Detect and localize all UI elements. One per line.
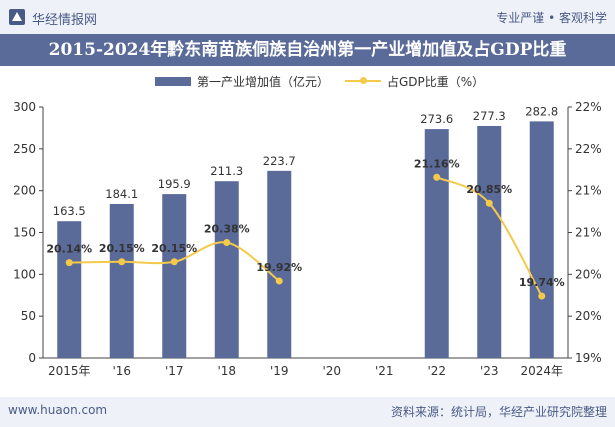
line-point: [118, 258, 126, 266]
line-value-label: 20.15%: [99, 242, 145, 255]
line-point: [538, 292, 546, 300]
bar-value-label: 211.3: [210, 164, 243, 178]
bar: [109, 203, 134, 358]
legend-bar-swatch: [155, 76, 191, 86]
bar: [162, 194, 187, 358]
line-value-label: 20.38%: [204, 223, 250, 236]
x-tick-label: '21: [375, 364, 394, 378]
line-point: [223, 239, 231, 247]
source-text: 资料来源：统计局，华经产业研究院整理: [390, 405, 607, 419]
y-right-tick-label: 20%: [575, 309, 602, 323]
line-value-label: 20.14%: [46, 243, 92, 256]
y-right-tick-label: 19%: [575, 351, 602, 365]
line-value-label: 20.85%: [466, 183, 512, 196]
legend-item-line: 占GDP比重（%）: [345, 72, 484, 90]
x-tick-label: '19: [270, 364, 289, 378]
bar-value-label: 223.7: [263, 154, 296, 168]
x-tick-label: '23: [480, 364, 499, 378]
line-point: [275, 277, 283, 285]
legend-label-line: 占GDP比重（%）: [387, 74, 485, 89]
y-right-tick-label: 22%: [575, 100, 602, 114]
y-left-tick-label: 200: [13, 184, 36, 198]
y-left-tick-label: 0: [28, 351, 36, 365]
x-tick-label: '22: [427, 364, 446, 378]
legend-line-swatch: [345, 77, 381, 84]
y-left-tick-label: 100: [13, 267, 36, 281]
bar-value-label: 273.6: [420, 112, 453, 126]
bar-value-label: 277.3: [473, 109, 506, 123]
bar-value-label: 184.1: [105, 187, 138, 201]
chart-title: 2015-2024年黔东南苗族侗族自治州第一产业增加值及占GDP比重: [48, 40, 567, 60]
y-right-tick-label: 22%: [575, 142, 602, 156]
brand-name: 华经情报网: [32, 13, 98, 28]
legend-label-bar: 第一产业增加值（亿元）: [197, 74, 330, 89]
y-right-tick-label: 21%: [575, 226, 602, 240]
footer-bar: www.huaon.com 资料来源：统计局，华经产业研究院整理: [0, 397, 615, 427]
bar-value-label: 163.5: [53, 204, 86, 218]
line-point: [65, 259, 73, 267]
line-point: [485, 199, 493, 207]
line-point: [433, 173, 441, 181]
bar: [267, 170, 292, 358]
line-value-label: 21.16%: [414, 157, 460, 170]
x-tick-label: '18: [217, 364, 236, 378]
y-left-tick-label: 300: [13, 100, 36, 114]
x-tick-label: 2024年: [520, 364, 563, 378]
bar: [214, 181, 239, 358]
line-series: [436, 176, 543, 297]
x-tick-label: 2015年: [48, 364, 91, 378]
x-tick-label: '20: [322, 364, 341, 378]
x-tick-label: '16: [112, 364, 131, 378]
y-left-tick-label: 150: [13, 226, 36, 240]
top-bar: 华经情报网 专业严谨 • 客观科学: [0, 0, 615, 34]
line-point: [170, 258, 178, 266]
bar: [477, 125, 502, 358]
brand-logo-icon: [9, 9, 25, 25]
legend-item-bar: 第一产业增加值（亿元）: [155, 72, 329, 90]
y-left-tick-label: 250: [13, 142, 36, 156]
y-right-tick-label: 20%: [575, 267, 602, 281]
bar: [57, 221, 82, 358]
y-left-tick-label: 50: [21, 309, 36, 323]
chart-legend: 第一产业增加值（亿元） 占GDP比重（%）: [0, 70, 615, 92]
line-value-label: 20.15%: [151, 242, 197, 255]
bar-value-label: 195.9: [158, 177, 191, 191]
line-value-label: 19.92%: [256, 261, 302, 274]
x-tick-label: '17: [165, 364, 184, 378]
website-text: www.huaon.com: [8, 403, 108, 417]
slogan: 专业严谨 • 客观科学: [496, 11, 607, 25]
bar: [424, 129, 449, 358]
y-right-tick-label: 21%: [575, 184, 602, 198]
title-band: 2015-2024年黔东南苗族侗族自治州第一产业增加值及占GDP比重: [0, 34, 615, 66]
bar: [529, 121, 554, 359]
line-value-label: 19.74%: [519, 276, 565, 289]
bar-value-label: 282.8: [525, 104, 558, 118]
